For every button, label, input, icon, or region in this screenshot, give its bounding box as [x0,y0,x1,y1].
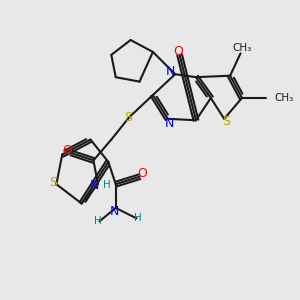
Text: CH₃: CH₃ [232,44,252,53]
Text: CH₃: CH₃ [274,93,293,103]
Text: H: H [134,213,142,224]
Text: O: O [173,45,183,58]
Text: S: S [222,115,230,128]
Text: S: S [50,176,57,189]
Text: S: S [124,111,132,124]
Text: N: N [164,117,174,130]
Text: H: H [94,216,102,226]
Text: O: O [63,143,73,157]
Text: N: N [90,179,99,192]
Text: H: H [103,180,111,190]
Text: N: N [166,65,175,78]
Text: O: O [137,167,147,180]
Text: N: N [110,205,119,218]
